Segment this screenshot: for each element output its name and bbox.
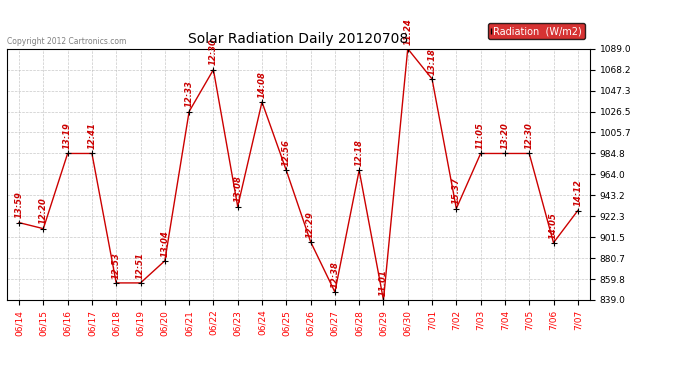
Text: 11:01: 11:01 — [379, 269, 388, 296]
Text: 13:18: 13:18 — [428, 48, 437, 75]
Text: 15:37: 15:37 — [452, 177, 461, 204]
Text: 14:08: 14:08 — [257, 71, 266, 98]
Text: 12:30: 12:30 — [209, 39, 218, 66]
Text: 12:30: 12:30 — [524, 122, 534, 149]
Text: 12:20: 12:20 — [39, 198, 48, 225]
Text: 12:33: 12:33 — [185, 81, 194, 107]
Text: 12:56: 12:56 — [282, 140, 290, 166]
Title: Solar Radiation Daily 20120708: Solar Radiation Daily 20120708 — [188, 32, 408, 46]
Legend: Radiation  (W/m2): Radiation (W/m2) — [488, 24, 585, 39]
Text: 13:19: 13:19 — [63, 122, 72, 149]
Text: 13:20: 13:20 — [500, 122, 509, 149]
Text: 12:53: 12:53 — [112, 252, 121, 279]
Text: 12:41: 12:41 — [88, 122, 97, 149]
Text: 12:38: 12:38 — [331, 261, 339, 288]
Text: 13:59: 13:59 — [14, 192, 23, 219]
Text: 11:05: 11:05 — [476, 122, 485, 149]
Text: 12:18: 12:18 — [355, 140, 364, 166]
Text: 11:24: 11:24 — [403, 18, 412, 45]
Text: 12:29: 12:29 — [306, 211, 315, 237]
Text: 13:04: 13:04 — [160, 230, 169, 256]
Text: Copyright 2012 Cartronics.com: Copyright 2012 Cartronics.com — [7, 37, 126, 46]
Text: 12:51: 12:51 — [136, 252, 145, 279]
Text: 14:12: 14:12 — [573, 180, 582, 206]
Text: 13:08: 13:08 — [233, 176, 242, 202]
Text: 14:05: 14:05 — [549, 211, 558, 238]
